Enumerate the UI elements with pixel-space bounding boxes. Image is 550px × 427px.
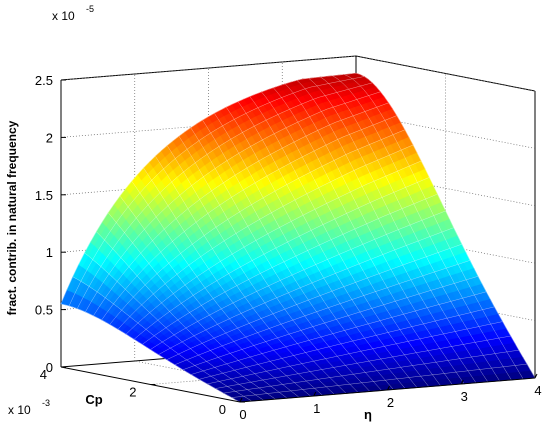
mesh-line (142, 193, 438, 345)
x-tick-mark (460, 379, 464, 385)
y-tick-label: 4 (40, 367, 47, 382)
x-tick-mark (313, 391, 317, 397)
y-tick-label: 0 (219, 402, 226, 417)
z-tick-label: 0 (46, 360, 53, 375)
gridline (355, 170, 536, 207)
y-exponent-base: x 10 (8, 403, 31, 417)
x-tick-label: 4 (534, 383, 541, 398)
mesh-line (134, 177, 430, 340)
gridline (60, 55, 357, 81)
mesh-line (109, 129, 405, 325)
mesh-line (223, 349, 519, 394)
mesh-line (101, 115, 397, 321)
mesh-line (174, 260, 470, 365)
x-tick-label: 1 (313, 401, 320, 416)
y-exponent-power: -3 (42, 398, 50, 408)
z-tick-label: 0.5 (35, 303, 53, 318)
gridline (355, 285, 536, 321)
mesh-line (117, 144, 414, 330)
mesh-line (85, 91, 381, 313)
z-axis-label: fract. contrib. in natural frequency (5, 120, 19, 315)
z-exponent-power: -5 (86, 4, 94, 14)
mesh-line (207, 321, 503, 385)
y-axis-ticks: 0 2 4 (40, 366, 245, 417)
mesh-line (158, 227, 454, 355)
x-tick-label: 3 (461, 389, 468, 404)
y-axis-label: Cp (85, 392, 102, 407)
x-axis-ticks: 0 1 2 3 4 (239, 373, 542, 422)
x-tick-label: 0 (239, 407, 246, 422)
mesh-line (93, 102, 389, 316)
z-tick-label: 2 (46, 130, 53, 145)
gridline (355, 113, 536, 149)
mesh-line (199, 306, 495, 380)
gridline (355, 227, 536, 264)
z-tick-label: 1.5 (35, 188, 53, 203)
z-tick-label: 2.5 (35, 73, 53, 88)
x-tick-label: 2 (387, 395, 394, 410)
gridline (355, 55, 536, 92)
mesh-line (215, 335, 511, 389)
surface-mesh (60, 72, 536, 403)
mesh-line (231, 363, 527, 398)
mesh-line (191, 291, 487, 375)
x-tick-mark (534, 373, 538, 379)
x-tick-mark (239, 397, 243, 403)
y-exponent-label: x 10 -3 (8, 398, 50, 417)
mesh-line (68, 76, 365, 306)
z-tick-label: 1 (46, 245, 53, 260)
mesh-line (150, 210, 446, 350)
mesh-line (60, 72, 357, 304)
x-tick-mark (387, 385, 390, 391)
y-tick-label: 2 (129, 385, 136, 400)
z-exponent-label: x 10 -5 (52, 4, 94, 23)
mesh-line (182, 276, 479, 370)
x-axis-label: η (364, 407, 372, 422)
mesh-line (166, 243, 462, 360)
z-exponent-base: x 10 (52, 9, 75, 23)
mesh-line (77, 82, 373, 309)
mesh-line (125, 160, 422, 335)
